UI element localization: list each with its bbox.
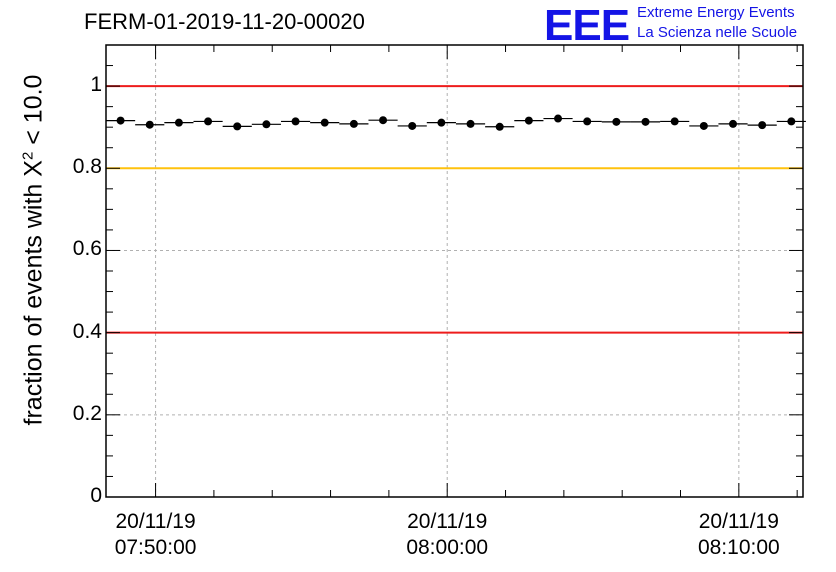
data-point xyxy=(787,117,796,126)
data-point xyxy=(437,118,446,127)
data-point xyxy=(554,114,563,123)
data-point xyxy=(758,121,767,130)
data-point xyxy=(583,117,592,126)
data-point xyxy=(145,120,154,129)
data-point xyxy=(524,116,533,125)
data-point xyxy=(699,121,708,130)
data-point xyxy=(320,118,329,127)
plot-frame xyxy=(105,44,804,498)
data-point xyxy=(262,120,271,129)
data-point xyxy=(612,117,621,126)
y-tick-label: 1 xyxy=(90,73,102,97)
data-point xyxy=(670,117,679,126)
data-point xyxy=(291,117,300,126)
y-tick-label: 0.6 xyxy=(72,237,102,261)
y-tick-label: 0.4 xyxy=(72,319,102,343)
data-point xyxy=(349,119,358,128)
data-point xyxy=(174,118,183,127)
x-tick-label: 20/11/19 07:50:00 xyxy=(114,510,197,559)
data-point xyxy=(204,117,213,126)
data-point xyxy=(495,122,504,131)
data-point xyxy=(729,119,738,128)
x-tick-label: 20/11/19 08:00:00 xyxy=(406,510,489,559)
data-point xyxy=(641,117,650,126)
chart-title: FERM-01-2019-11-20-00020 xyxy=(84,9,365,34)
data-point xyxy=(466,119,475,128)
y-tick-label: 0.8 xyxy=(72,155,102,179)
data-point xyxy=(116,116,125,125)
logo-text-line1: Extreme Energy Events xyxy=(637,4,795,21)
x-tick-label: 20/11/19 08:10:00 xyxy=(697,510,780,559)
data-point xyxy=(408,121,417,130)
eee-logo: EEE xyxy=(544,1,630,50)
y-tick-label: 0 xyxy=(90,484,102,507)
y-tick-label: 0.2 xyxy=(72,401,102,425)
data-point xyxy=(379,116,388,125)
logo-text-line2: La Scienza nelle Scuole xyxy=(637,24,798,41)
data-point xyxy=(233,122,242,131)
